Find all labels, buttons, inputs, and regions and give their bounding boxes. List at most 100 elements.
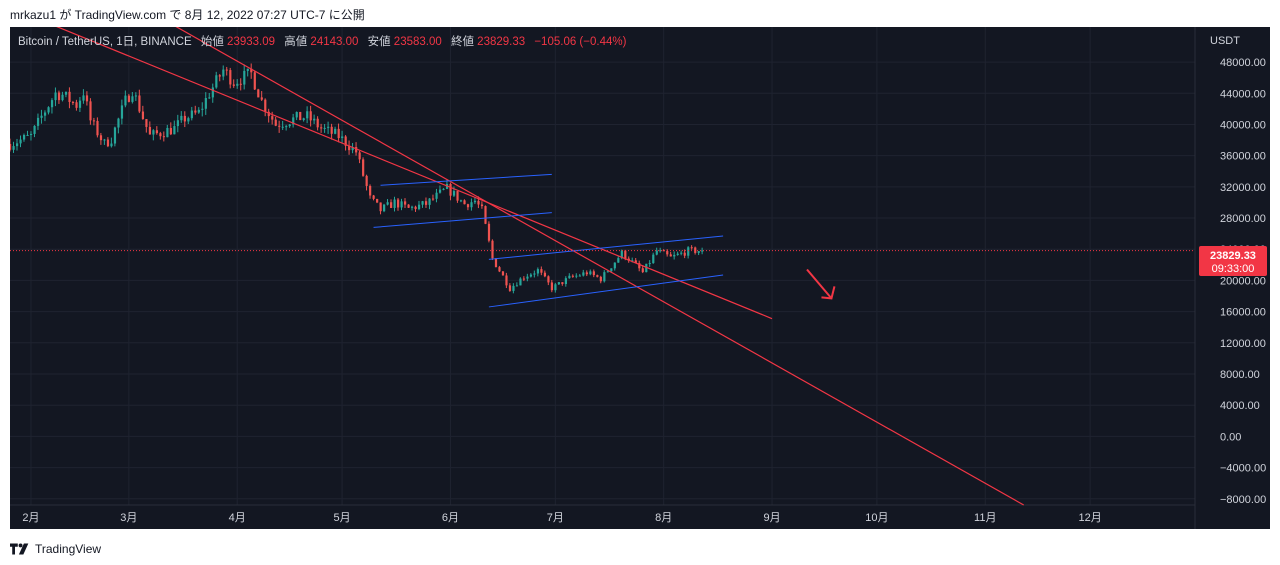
- candle-body: [487, 223, 491, 241]
- x-tick-label: 5月: [334, 512, 351, 524]
- candle-body: [480, 204, 484, 207]
- time-axis[interactable]: 2月 3月 4月 5月 6月 7月 8月 9月 10月 11月 12月: [22, 512, 1101, 524]
- candle-body: [64, 91, 68, 95]
- candle-body: [89, 101, 92, 121]
- footer-brand[interactable]: TradingView: [35, 542, 102, 556]
- x-tick-label: 7月: [547, 512, 564, 524]
- candle-body: [526, 276, 529, 279]
- candle-body: [473, 200, 477, 203]
- y-tick-label: 20000.00: [1220, 275, 1266, 287]
- trendline-1: [56, 27, 773, 320]
- candle-body: [337, 128, 340, 139]
- candle-body: [176, 120, 179, 127]
- drawing-tools: [56, 27, 1025, 506]
- y-tick-label: 8000.00: [1220, 369, 1260, 381]
- candle-body: [236, 83, 239, 86]
- legend-low-value: 23583.00: [394, 36, 442, 48]
- channel-1-upper: [380, 173, 552, 186]
- candle-body: [302, 118, 305, 121]
- candle-body: [85, 95, 89, 102]
- candle-body: [501, 271, 505, 276]
- candle-body: [201, 108, 204, 110]
- candle-body: [680, 252, 683, 254]
- candle-body: [61, 94, 64, 101]
- x-tick-label: 9月: [763, 512, 780, 524]
- candle-body: [494, 258, 498, 268]
- price-chart[interactable]: 48000.00 44000.00 40000.00 36000.00 32000.00…: [10, 27, 1270, 529]
- candle-body: [424, 201, 428, 205]
- candle-body: [232, 84, 235, 86]
- candle-body: [550, 282, 554, 291]
- candle-body: [106, 139, 110, 147]
- legend-close-value: 23829.33: [477, 36, 525, 48]
- candle-body: [33, 125, 36, 134]
- candle-body: [330, 126, 333, 134]
- candle-body: [568, 275, 571, 279]
- candle-body: [470, 202, 473, 208]
- candle-body: [54, 92, 57, 101]
- candle-body: [218, 75, 221, 77]
- candle-body: [655, 250, 658, 255]
- candle-body: [127, 95, 131, 102]
- candle-body: [592, 271, 595, 276]
- candle-body: [386, 202, 389, 205]
- price-axis[interactable]: 48000.00 44000.00 40000.00 36000.00 32000.00…: [1220, 57, 1266, 506]
- candle-body: [208, 97, 211, 99]
- y-tick-label: 48000.00: [1220, 57, 1266, 69]
- candle-body: [575, 275, 578, 277]
- candle-body: [253, 72, 256, 90]
- candle-body: [229, 70, 232, 85]
- candle-body: [257, 89, 260, 98]
- candle-body: [417, 204, 421, 210]
- y-tick-label: 28000.00: [1220, 213, 1266, 225]
- legend-high-value: 24143.00: [310, 36, 358, 48]
- candle-body: [47, 107, 50, 113]
- candle-body: [75, 102, 78, 108]
- candle-body: [113, 127, 117, 144]
- candle-body: [15, 143, 19, 147]
- candle-body: [299, 111, 302, 121]
- legend-open-value: 23933.09: [227, 36, 275, 48]
- candle-body: [43, 112, 47, 116]
- candle-body: [659, 250, 662, 252]
- legend-open-label: 始値: [201, 34, 224, 48]
- candle-body: [512, 285, 515, 291]
- candle-body: [194, 110, 197, 113]
- candle-body: [159, 133, 162, 137]
- candle-body: [246, 68, 249, 71]
- candle-body: [404, 201, 407, 205]
- candle-body: [141, 111, 145, 120]
- candle-body: [148, 126, 152, 135]
- candle-body: [292, 117, 295, 125]
- y-tick-label: −4000.00: [1220, 463, 1266, 475]
- chart-panel[interactable]: 48000.00 44000.00 40000.00 36000.00 32000.00…: [10, 27, 1270, 529]
- y-tick-label: 44000.00: [1220, 88, 1266, 100]
- legend-low-label: 安値: [368, 34, 391, 48]
- candle-body: [631, 260, 634, 262]
- candle-body: [180, 115, 183, 121]
- candle-body: [498, 267, 501, 272]
- y-tick-label: 12000.00: [1220, 338, 1266, 350]
- candle-body: [281, 126, 284, 128]
- candle-body: [463, 200, 466, 205]
- candle-body: [383, 204, 386, 212]
- candle-body: [264, 99, 267, 112]
- candle-body: [536, 269, 540, 274]
- candle-body: [243, 70, 246, 85]
- candle-body: [50, 100, 54, 108]
- candle-body: [379, 202, 382, 212]
- y-tick-label: 32000.00: [1220, 182, 1266, 194]
- candle-body: [515, 285, 519, 287]
- candle-body: [92, 120, 96, 122]
- candle-body: [519, 278, 522, 286]
- candle-body: [400, 201, 403, 208]
- x-tick-label: 2月: [22, 512, 39, 524]
- candle-body: [99, 135, 103, 141]
- channel-2-upper: [488, 235, 724, 260]
- candle-body: [348, 145, 351, 151]
- candle-body: [162, 136, 166, 138]
- candle-body: [610, 268, 613, 272]
- candle-body: [155, 130, 159, 134]
- candle-body: [134, 95, 138, 97]
- candle-body: [260, 97, 263, 100]
